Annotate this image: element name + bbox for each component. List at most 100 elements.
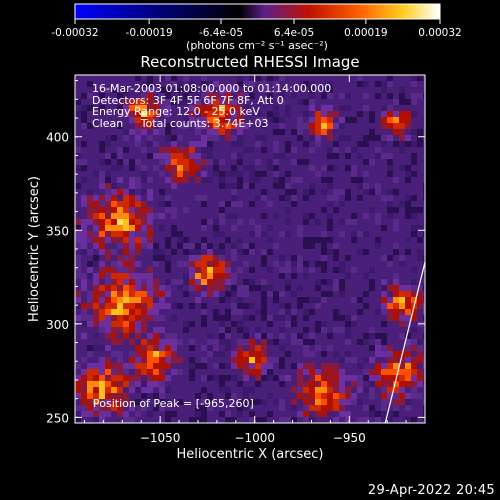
heatmap-cell [345, 273, 351, 279]
y-axis-label: Heliocentric Y (arcsec) [27, 176, 42, 322]
heatmap-cell [309, 75, 315, 81]
heatmap-cell [87, 333, 93, 339]
heatmap-cell [279, 273, 285, 279]
heatmap-cell [237, 99, 243, 105]
heatmap-cell [363, 147, 369, 153]
heatmap-cell [99, 171, 105, 177]
heatmap-cell [267, 267, 273, 273]
heatmap-cell [189, 357, 195, 363]
heatmap-cell [273, 297, 279, 303]
heatmap-cell [315, 411, 321, 417]
heatmap-cell [117, 351, 123, 357]
heatmap-cell [291, 93, 297, 99]
heatmap-cell [171, 369, 177, 375]
heatmap-cell [129, 321, 135, 327]
heatmap-cell [387, 363, 393, 369]
heatmap-cell [381, 231, 387, 237]
heatmap-cell [213, 339, 219, 345]
heatmap-cell [333, 243, 339, 249]
heatmap-cell [273, 165, 279, 171]
heatmap-cell [303, 297, 309, 303]
heatmap-cell [153, 171, 159, 177]
heatmap-cell [345, 417, 351, 423]
heatmap-cell [153, 327, 159, 333]
heatmap-cell [225, 99, 231, 105]
heatmap-cell [207, 261, 213, 267]
heatmap-cell [141, 351, 147, 357]
heatmap-cell [411, 339, 417, 345]
heatmap-cell [129, 195, 135, 201]
heatmap-cell [123, 237, 129, 243]
heatmap-cell [165, 297, 171, 303]
heatmap-cell [75, 393, 81, 399]
heatmap-cell [219, 315, 225, 321]
heatmap-cell [387, 213, 393, 219]
heatmap-cell [159, 123, 165, 129]
heatmap-cell [123, 129, 129, 135]
heatmap-cell [237, 267, 243, 273]
heatmap-cell [327, 387, 333, 393]
heatmap-cell [261, 309, 267, 315]
heatmap-cell [267, 333, 273, 339]
heatmap-cell [231, 369, 237, 375]
heatmap-cell [279, 117, 285, 123]
heatmap-cell [417, 177, 423, 183]
heatmap-cell [165, 339, 171, 345]
heatmap-cell [105, 411, 111, 417]
heatmap-cell [105, 231, 111, 237]
heatmap-cell [105, 273, 111, 279]
heatmap-cell [177, 99, 183, 105]
heatmap-cell [261, 117, 267, 123]
heatmap-cell [285, 417, 291, 423]
heatmap-cell [165, 387, 171, 393]
heatmap-cell [321, 411, 327, 417]
heatmap-cell [237, 213, 243, 219]
colorbar-tick-label: -6.4e-05 [199, 27, 243, 39]
heatmap-cell [165, 99, 171, 105]
heatmap-cell [261, 195, 267, 201]
heatmap-cell [189, 261, 195, 267]
heatmap-cell [81, 87, 87, 93]
heatmap-cell [81, 375, 87, 381]
heatmap-cell [117, 159, 123, 165]
heatmap-cell [201, 75, 207, 81]
heatmap-cell [111, 129, 117, 135]
heatmap-cell [297, 99, 303, 105]
heatmap-cell [297, 375, 303, 381]
heatmap-cell [351, 165, 357, 171]
heatmap-cell [201, 381, 207, 387]
heatmap-cell [333, 105, 339, 111]
heatmap-cell [291, 369, 297, 375]
heatmap-cell [243, 123, 249, 129]
heatmap-cell [321, 393, 327, 399]
heatmap-cell [303, 177, 309, 183]
heatmap-cell [225, 111, 231, 117]
heatmap-cell [423, 189, 425, 195]
heatmap-cell [81, 321, 87, 327]
heatmap-cell [207, 369, 213, 375]
heatmap-cell [363, 417, 369, 423]
heatmap-cell [279, 159, 285, 165]
heatmap-cell [405, 333, 411, 339]
heatmap-cell [165, 417, 171, 423]
heatmap-cell [315, 393, 321, 399]
heatmap-cell [417, 345, 423, 351]
heatmap-cell [417, 93, 423, 99]
heatmap-cell [393, 219, 399, 225]
heatmap-cell [147, 177, 153, 183]
heatmap-cell [399, 213, 405, 219]
heatmap-cell [273, 123, 279, 129]
heatmap-cell [387, 123, 393, 129]
heatmap-cell [207, 285, 213, 291]
heatmap-cell [111, 381, 117, 387]
heatmap-cell [375, 309, 381, 315]
heatmap-cell [393, 381, 399, 387]
heatmap-cell [255, 369, 261, 375]
heatmap-cell [417, 357, 423, 363]
heatmap-cell [387, 207, 393, 213]
heatmap-cell [309, 189, 315, 195]
heatmap-cell [291, 333, 297, 339]
heatmap-cell [153, 285, 159, 291]
heatmap-cell [237, 93, 243, 99]
heatmap-cell [135, 105, 141, 111]
